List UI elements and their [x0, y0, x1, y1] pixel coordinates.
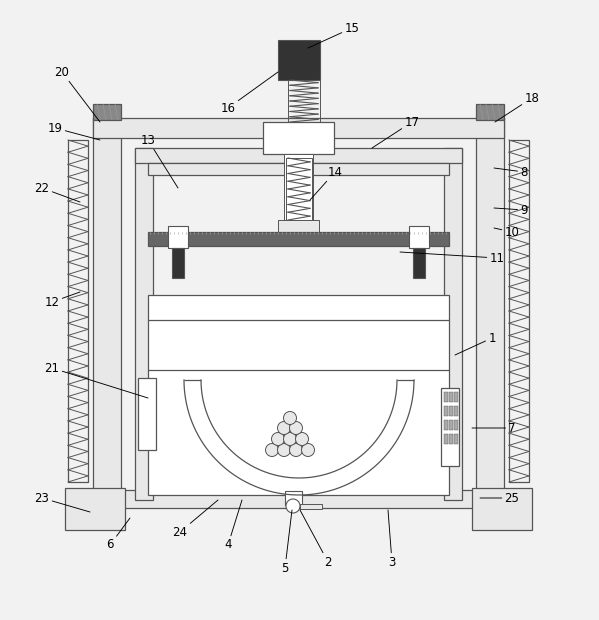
Bar: [454, 406, 458, 416]
Bar: [93, 118, 504, 138]
Text: 15: 15: [308, 22, 359, 48]
Bar: [135, 148, 462, 163]
Bar: [168, 226, 188, 248]
Text: 2: 2: [300, 510, 332, 569]
Text: 8: 8: [494, 166, 528, 179]
Bar: [93, 118, 121, 508]
Circle shape: [301, 443, 314, 456]
Text: 20: 20: [55, 66, 100, 122]
Text: 6: 6: [106, 518, 130, 552]
Text: 5: 5: [282, 510, 292, 575]
Bar: [148, 295, 449, 495]
Bar: [285, 491, 302, 505]
Text: 3: 3: [388, 510, 396, 569]
Bar: [449, 406, 453, 416]
Bar: [65, 488, 125, 530]
Bar: [93, 490, 504, 508]
Text: 18: 18: [495, 92, 540, 122]
Bar: [68, 140, 88, 482]
Bar: [509, 140, 529, 482]
Circle shape: [283, 412, 297, 425]
Text: 12: 12: [44, 292, 80, 309]
Text: 11: 11: [400, 252, 504, 265]
Bar: [263, 122, 334, 154]
Bar: [413, 248, 425, 278]
Text: 9: 9: [494, 203, 528, 216]
Circle shape: [283, 433, 297, 446]
Text: 24: 24: [173, 500, 218, 539]
Text: 16: 16: [220, 72, 278, 115]
Circle shape: [295, 433, 308, 446]
Bar: [444, 420, 448, 430]
Bar: [278, 220, 319, 232]
Bar: [284, 154, 313, 222]
Bar: [476, 118, 504, 508]
Circle shape: [289, 443, 302, 456]
Text: 10: 10: [494, 226, 519, 239]
Circle shape: [265, 443, 279, 456]
Bar: [138, 378, 156, 450]
Bar: [454, 434, 458, 444]
Bar: [444, 148, 462, 500]
Text: 19: 19: [47, 122, 100, 140]
Circle shape: [277, 422, 291, 435]
Bar: [449, 420, 453, 430]
Bar: [300, 504, 322, 509]
Bar: [172, 248, 184, 278]
Bar: [449, 434, 453, 444]
Text: 25: 25: [480, 492, 519, 505]
Text: 4: 4: [224, 500, 242, 552]
Bar: [409, 226, 429, 248]
Bar: [454, 420, 458, 430]
Bar: [441, 388, 459, 466]
Bar: [288, 80, 320, 122]
Circle shape: [289, 422, 302, 435]
Bar: [476, 104, 504, 120]
Text: 7: 7: [472, 422, 516, 435]
Bar: [135, 148, 153, 500]
Bar: [286, 158, 312, 220]
Bar: [449, 392, 453, 402]
Bar: [444, 392, 448, 402]
Circle shape: [286, 499, 300, 513]
Circle shape: [271, 433, 285, 446]
Text: 13: 13: [141, 133, 178, 188]
Circle shape: [277, 443, 291, 456]
Text: 17: 17: [372, 115, 419, 148]
Text: 1: 1: [455, 332, 496, 355]
Text: 22: 22: [35, 182, 80, 202]
Bar: [454, 392, 458, 402]
Bar: [278, 40, 320, 80]
Bar: [93, 104, 121, 120]
Text: 14: 14: [310, 166, 343, 200]
Bar: [472, 488, 532, 530]
Text: 21: 21: [44, 361, 148, 398]
Bar: [444, 434, 448, 444]
Bar: [444, 406, 448, 416]
Text: 23: 23: [35, 492, 90, 512]
Bar: [148, 232, 449, 246]
Bar: [148, 163, 449, 175]
